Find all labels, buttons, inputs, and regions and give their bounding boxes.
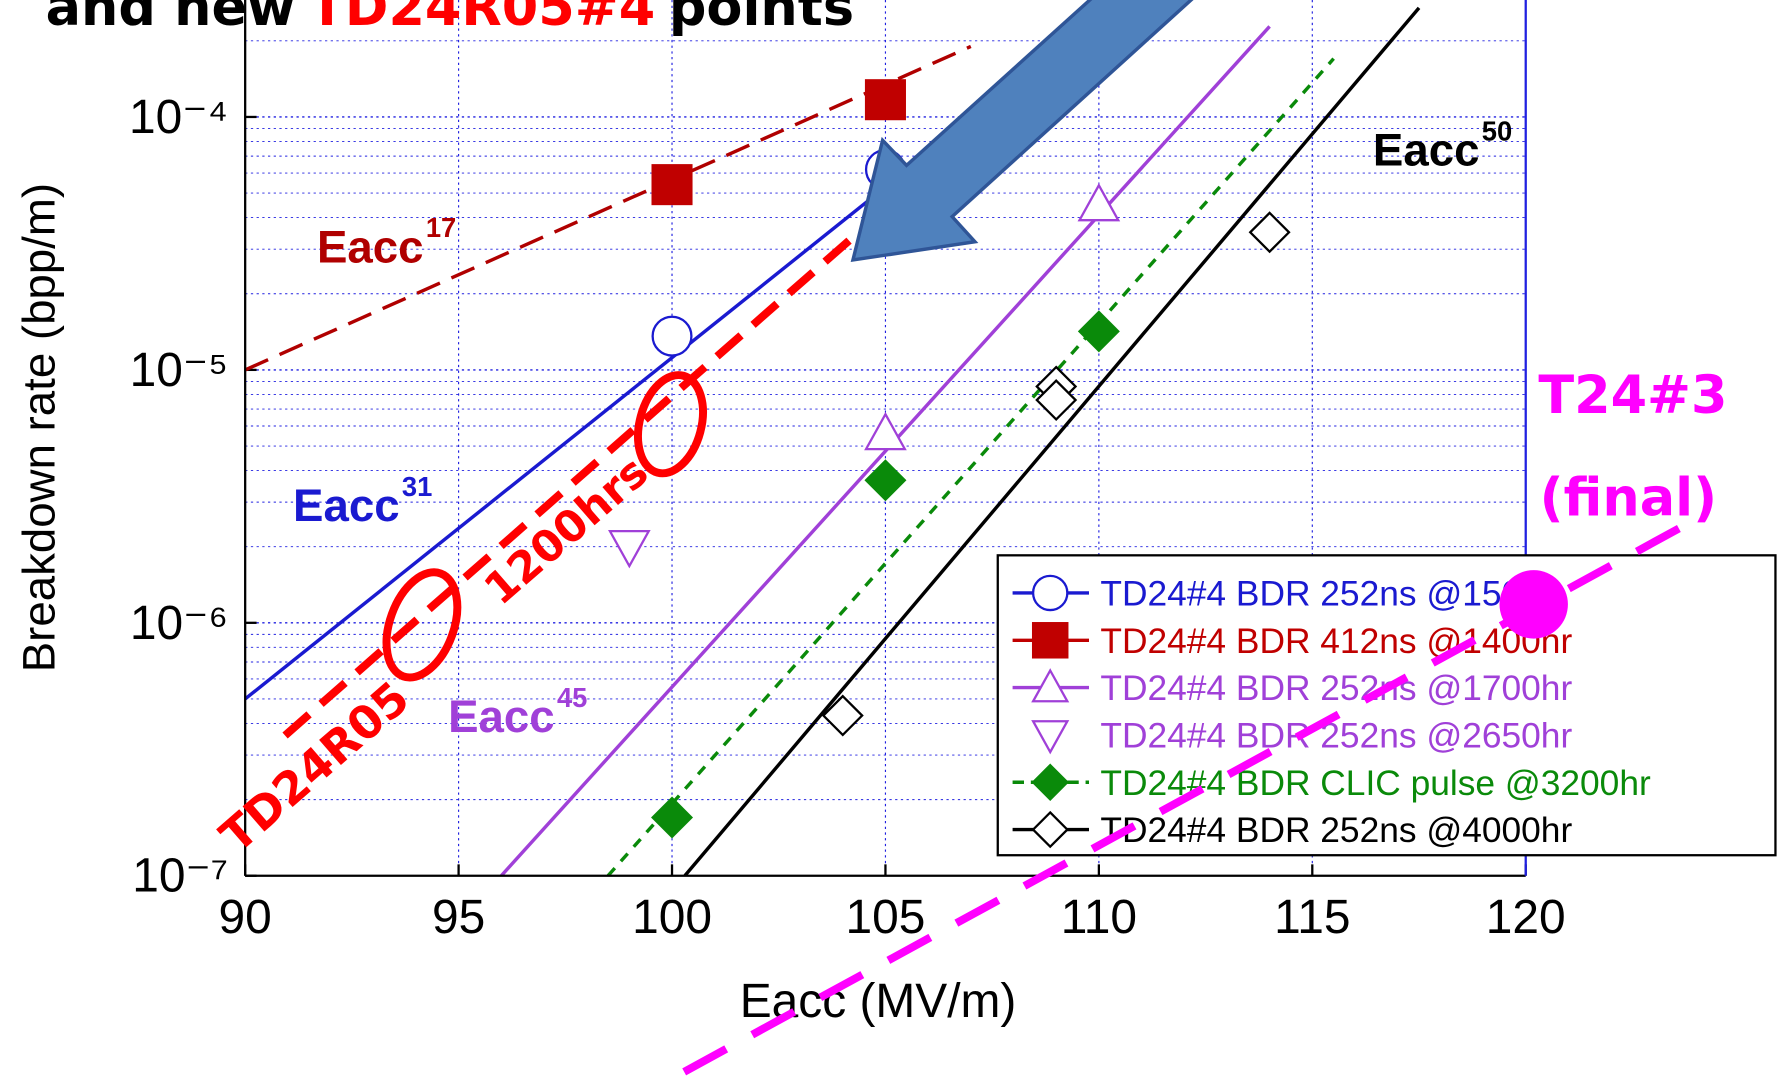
ellipse — [382, 568, 462, 682]
fit-label: Eacc — [293, 480, 400, 531]
point — [1248, 211, 1291, 254]
legend-label: TD24#4 BDR 412ns @1400hr — [1100, 622, 1572, 661]
x-tick-label: 100 — [632, 891, 712, 944]
y-tick-label: 10⁻⁷ — [132, 850, 228, 903]
legend-label: TD24#4 BDR 252ns @2650hr — [1100, 716, 1572, 755]
title-part: points — [669, 0, 854, 38]
legend-label: TD24#4 BDR 252ns @1700hr — [1100, 669, 1572, 708]
x-tick-label: 120 — [1486, 891, 1566, 944]
legend-marker — [1031, 668, 1070, 703]
x-tick-label: 90 — [219, 891, 272, 944]
title-part: TD24R05#4 — [309, 0, 655, 38]
point — [864, 459, 907, 502]
fit-label: Eacc — [448, 691, 555, 742]
legend-marker — [1031, 720, 1070, 755]
point — [651, 796, 694, 839]
y-axis-label: Breakdown rate (bpp/m) — [14, 183, 65, 672]
ellipse — [634, 371, 707, 478]
point — [651, 164, 693, 206]
final-annotation: T24#3 (final) — [682, 365, 1727, 1076]
fit-exponent: 31 — [402, 471, 432, 502]
fit-line — [245, 44, 972, 372]
point — [608, 530, 651, 569]
x-tick-label: 110 — [1061, 891, 1137, 944]
legend-marker — [1031, 574, 1069, 612]
final-name: T24#3 — [1538, 365, 1727, 426]
y-tick-label: 10⁻⁶ — [130, 597, 228, 650]
point — [864, 79, 906, 121]
y-tick-label: 10⁻⁵ — [130, 344, 228, 397]
new-fit-line — [282, 234, 856, 739]
final-note: (final) — [1540, 467, 1718, 528]
title: and new TD24R05#4 points — [46, 0, 854, 38]
point — [1035, 379, 1078, 422]
point — [1077, 182, 1121, 222]
legend-label: TD24#4 BDR 252ns @150hr — [1100, 574, 1552, 613]
legend-box — [996, 554, 1777, 857]
x-tick-label: 95 — [432, 891, 485, 944]
fit-label: Eacc — [1373, 124, 1480, 175]
fit-line — [683, 6, 1421, 876]
legend: TD24#4 BDR 252ns @150hr TD24#4 BDR 412ns … — [996, 554, 1777, 857]
fit-label: Eacc — [317, 221, 424, 272]
point — [821, 694, 864, 737]
point — [651, 315, 693, 357]
y-tick-label: 10⁻⁴ — [129, 91, 228, 144]
x-tick-label: 105 — [846, 891, 926, 944]
x-tick-label: 115 — [1274, 891, 1350, 944]
title-part: and new — [46, 0, 296, 38]
fit-exponent: 17 — [426, 212, 456, 243]
point — [864, 411, 907, 451]
legend-marker — [1031, 763, 1069, 801]
legend-marker — [1031, 622, 1069, 659]
fit-exponent: 45 — [557, 682, 587, 713]
arrow — [850, 0, 1194, 263]
point — [1077, 310, 1120, 353]
legend-marker — [1031, 810, 1069, 849]
legend-label: TD24#4 BDR 252ns @4000hr — [1100, 811, 1572, 850]
fit-line — [606, 57, 1335, 876]
fit-line — [500, 25, 1271, 876]
fit-exponent: 50 — [1482, 115, 1512, 146]
final-dot — [1499, 570, 1568, 639]
